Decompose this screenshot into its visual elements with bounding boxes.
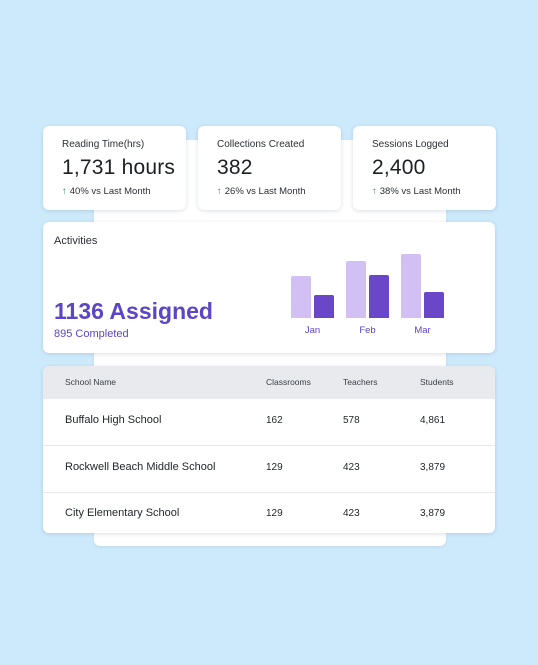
arrow-up-icon: ↑ xyxy=(62,186,67,197)
activities-title: Activities xyxy=(54,235,98,247)
stat-delta: ↑ 26% vs Last Month xyxy=(217,186,306,197)
stat-card-sessions: Sessions Logged 2,400 ↑ 38% vs Last Month xyxy=(353,126,496,210)
table-row[interactable]: City Elementary School 129 423 3,879 xyxy=(43,492,495,533)
x-tick-label: Jan xyxy=(304,325,321,336)
stat-value: 2,400 xyxy=(372,156,426,179)
stat-delta: ↑ 38% vs Last Month xyxy=(372,186,461,197)
completed-count: 895 Completed xyxy=(54,328,129,340)
table-row[interactable]: Buffalo High School 162 578 4,861 xyxy=(43,399,495,446)
classrooms-cell: 129 xyxy=(266,462,283,473)
stat-delta: ↑ 40% vs Last Month xyxy=(62,186,151,197)
school-name: Buffalo High School xyxy=(65,414,162,426)
bar-feb-series-2 xyxy=(369,275,389,318)
bar-feb-series-1 xyxy=(346,261,366,318)
students-cell: 3,879 xyxy=(420,462,446,473)
x-tick-label: Mar xyxy=(414,325,431,336)
column-header-teachers: Teachers xyxy=(343,377,378,387)
students-cell: 4,861 xyxy=(420,415,446,426)
school-name: Rockwell Beach Middle School xyxy=(65,461,216,473)
school-name: City Elementary School xyxy=(65,507,180,519)
teachers-cell: 423 xyxy=(343,462,360,473)
assigned-count: 1136 Assigned xyxy=(54,298,213,324)
column-header-school-name: School Name xyxy=(65,377,117,387)
column-header-students: Students xyxy=(420,377,454,387)
classrooms-cell: 162 xyxy=(266,415,283,426)
bar-mar-series-2 xyxy=(424,292,444,318)
column-header-classrooms: Classrooms xyxy=(266,377,311,387)
stat-delta-text: 40% vs Last Month xyxy=(69,186,151,197)
stat-value: 1,731 hours xyxy=(62,156,176,179)
activities-bar-chart: Jan Feb Mar xyxy=(283,248,453,343)
table-row[interactable]: Rockwell Beach Middle School 129 423 3,8… xyxy=(43,446,495,493)
stat-card-collections: Collections Created 382 ↑ 26% vs Last Mon… xyxy=(198,126,341,210)
activities-card: Activities 1136 Assigned 895 Completed J… xyxy=(43,222,495,353)
table-header: School Name Classrooms Teachers Students xyxy=(43,366,495,399)
students-cell: 3,879 xyxy=(420,508,446,519)
stat-label: Sessions Logged xyxy=(372,139,449,150)
teachers-cell: 423 xyxy=(343,508,360,519)
stat-delta-text: 26% vs Last Month xyxy=(224,186,306,197)
classrooms-cell: 129 xyxy=(266,508,283,519)
stat-label: Reading Time(hrs) xyxy=(62,139,145,150)
stat-delta-text: 38% vs Last Month xyxy=(379,186,461,197)
x-tick-label: Feb xyxy=(359,325,376,336)
stat-card-reading-time: Reading Time(hrs) 1,731 hours ↑ 40% vs La… xyxy=(43,126,186,210)
bar-mar-series-1 xyxy=(401,254,421,318)
arrow-up-icon: ↑ xyxy=(217,186,222,197)
stat-value: 382 xyxy=(217,156,253,179)
arrow-up-icon: ↑ xyxy=(372,186,377,197)
stat-label: Collections Created xyxy=(217,139,305,150)
teachers-cell: 578 xyxy=(343,415,360,426)
bar-jan-series-1 xyxy=(291,276,311,318)
schools-table: School Name Classrooms Teachers Students… xyxy=(43,366,495,533)
bar-jan-series-2 xyxy=(314,295,334,318)
